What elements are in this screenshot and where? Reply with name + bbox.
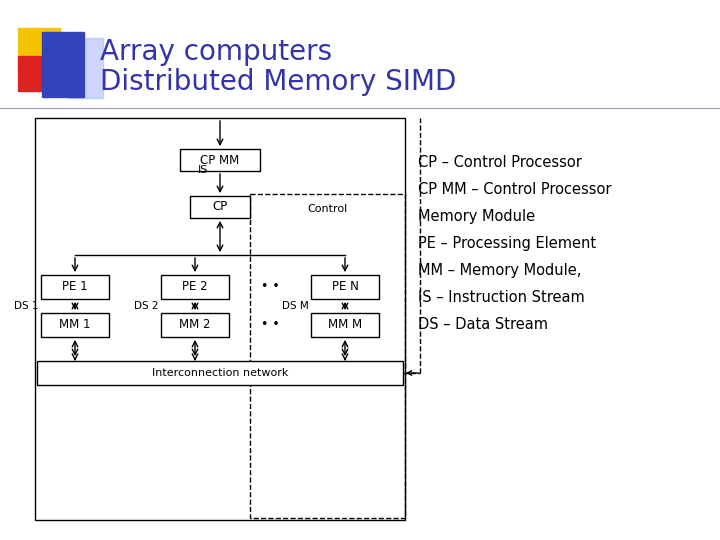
Bar [18,56,60,91]
Text: DS M: DS M [282,301,309,311]
Text: • •: • • [261,280,279,294]
Text: DS 1: DS 1 [14,301,39,311]
Bar [41,313,109,337]
Bar [68,38,103,98]
Bar [311,275,379,299]
Bar [18,28,60,70]
Text: DS – Data Stream: DS – Data Stream [418,317,548,332]
Bar [161,313,229,337]
Text: Array computers: Array computers [100,38,332,66]
Text: Memory Module: Memory Module [418,209,535,224]
Text: Distributed Memory SIMD: Distributed Memory SIMD [100,68,456,96]
Text: Control: Control [307,204,348,214]
Text: MM M: MM M [328,319,362,332]
Bar [190,196,250,218]
Text: PE N: PE N [332,280,359,294]
Text: CP MM: CP MM [200,153,240,166]
Bar [41,275,109,299]
Text: • •: • • [261,319,279,332]
Bar [37,361,403,385]
Text: CP MM – Control Processor: CP MM – Control Processor [418,182,611,197]
Bar [161,275,229,299]
Bar [35,118,405,520]
Bar [311,313,379,337]
Bar [250,194,405,518]
Text: MM 1: MM 1 [59,319,91,332]
Text: IS – Instruction Stream: IS – Instruction Stream [418,290,585,305]
Text: CP: CP [212,200,228,213]
Text: PE 2: PE 2 [182,280,208,294]
Text: Interconnection network: Interconnection network [152,368,288,378]
Text: MM 2: MM 2 [179,319,211,332]
Text: CP – Control Processor: CP – Control Processor [418,155,582,170]
Text: PE – Processing Element: PE – Processing Element [418,236,596,251]
Text: MM – Memory Module,: MM – Memory Module, [418,263,581,278]
Bar [180,149,260,171]
Text: IS: IS [198,165,208,175]
Text: PE 1: PE 1 [62,280,88,294]
Text: DS 2: DS 2 [135,301,159,311]
Bar [42,32,84,97]
